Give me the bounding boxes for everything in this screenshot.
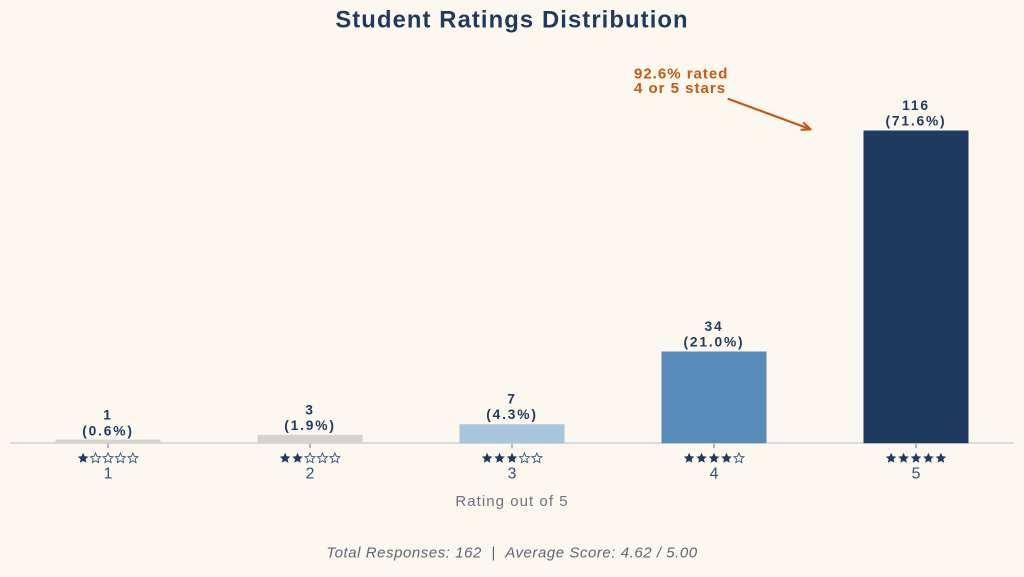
svg-text:5: 5 bbox=[912, 466, 921, 483]
svg-text:Rating out of 5: Rating out of 5 bbox=[455, 493, 568, 510]
svg-text:116: 116 bbox=[902, 98, 930, 113]
svg-text:92.6% rated: 92.6% rated bbox=[634, 65, 728, 82]
svg-text:1: 1 bbox=[103, 408, 112, 423]
svg-text:(21.0%): (21.0%) bbox=[684, 335, 745, 350]
svg-text:34: 34 bbox=[705, 319, 724, 334]
svg-text:Total Responses: 162 | Avera: Total Responses: 162 | Average Score: 4.… bbox=[326, 545, 697, 562]
svg-text:(1.9%): (1.9%) bbox=[284, 418, 335, 433]
svg-text:4: 4 bbox=[710, 466, 719, 483]
svg-text:4 or 5 stars: 4 or 5 stars bbox=[634, 80, 726, 97]
svg-text:3: 3 bbox=[305, 402, 314, 417]
svg-text:(4.3%): (4.3%) bbox=[486, 407, 537, 422]
svg-text:1: 1 bbox=[104, 466, 113, 483]
svg-text:(71.6%): (71.6%) bbox=[886, 114, 947, 129]
svg-text:7: 7 bbox=[507, 392, 516, 407]
svg-text:3: 3 bbox=[508, 466, 517, 483]
svg-text:2: 2 bbox=[306, 466, 315, 483]
svg-text:(0.6%): (0.6%) bbox=[82, 423, 133, 438]
svg-text:Student Ratings Distribution: Student Ratings Distribution bbox=[335, 6, 688, 33]
